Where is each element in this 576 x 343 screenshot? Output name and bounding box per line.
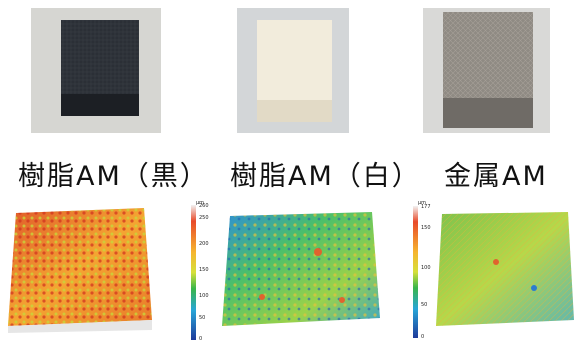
colorbar2-tick: 0 [421, 334, 425, 340]
colorbar2 [413, 206, 418, 338]
label-metal: 金属AM [444, 161, 548, 192]
colorbar1-tick: 250 [199, 215, 209, 221]
photo-resin-white [237, 8, 349, 133]
colorbar2-unit: μm [418, 200, 427, 206]
colorbar2-tick: 100 [421, 265, 431, 271]
colorbar2-tick: 150 [421, 225, 431, 231]
black-cube-image [31, 8, 161, 133]
colorbar1-tick: 150 [199, 267, 209, 273]
label-resin-white: 樹脂AM（白） [230, 161, 421, 192]
colorbar1-tick: 50 [199, 315, 206, 321]
surface-map-metal [436, 212, 574, 326]
colorbar1-unit: μm [196, 200, 205, 206]
label-resin-black: 樹脂AM（黒） [18, 161, 209, 192]
colorbar2-tick: 50 [421, 302, 428, 308]
colorbar1-tick: 0 [199, 336, 203, 342]
colorbar2-tick: 177 [421, 204, 431, 210]
photo-resin-black [31, 8, 161, 133]
surface-map-resin-black [8, 208, 152, 333]
colorbar1-tick: 100 [199, 293, 209, 299]
colorbar1-tick: 200 [199, 241, 209, 247]
colorbar1 [191, 205, 196, 340]
colorbar1-tick: 260 [199, 203, 209, 209]
photo-metal [423, 8, 550, 133]
white-cube-image [237, 8, 349, 133]
surface-map-resin-white [222, 212, 380, 326]
metal-cube-image [423, 8, 550, 133]
